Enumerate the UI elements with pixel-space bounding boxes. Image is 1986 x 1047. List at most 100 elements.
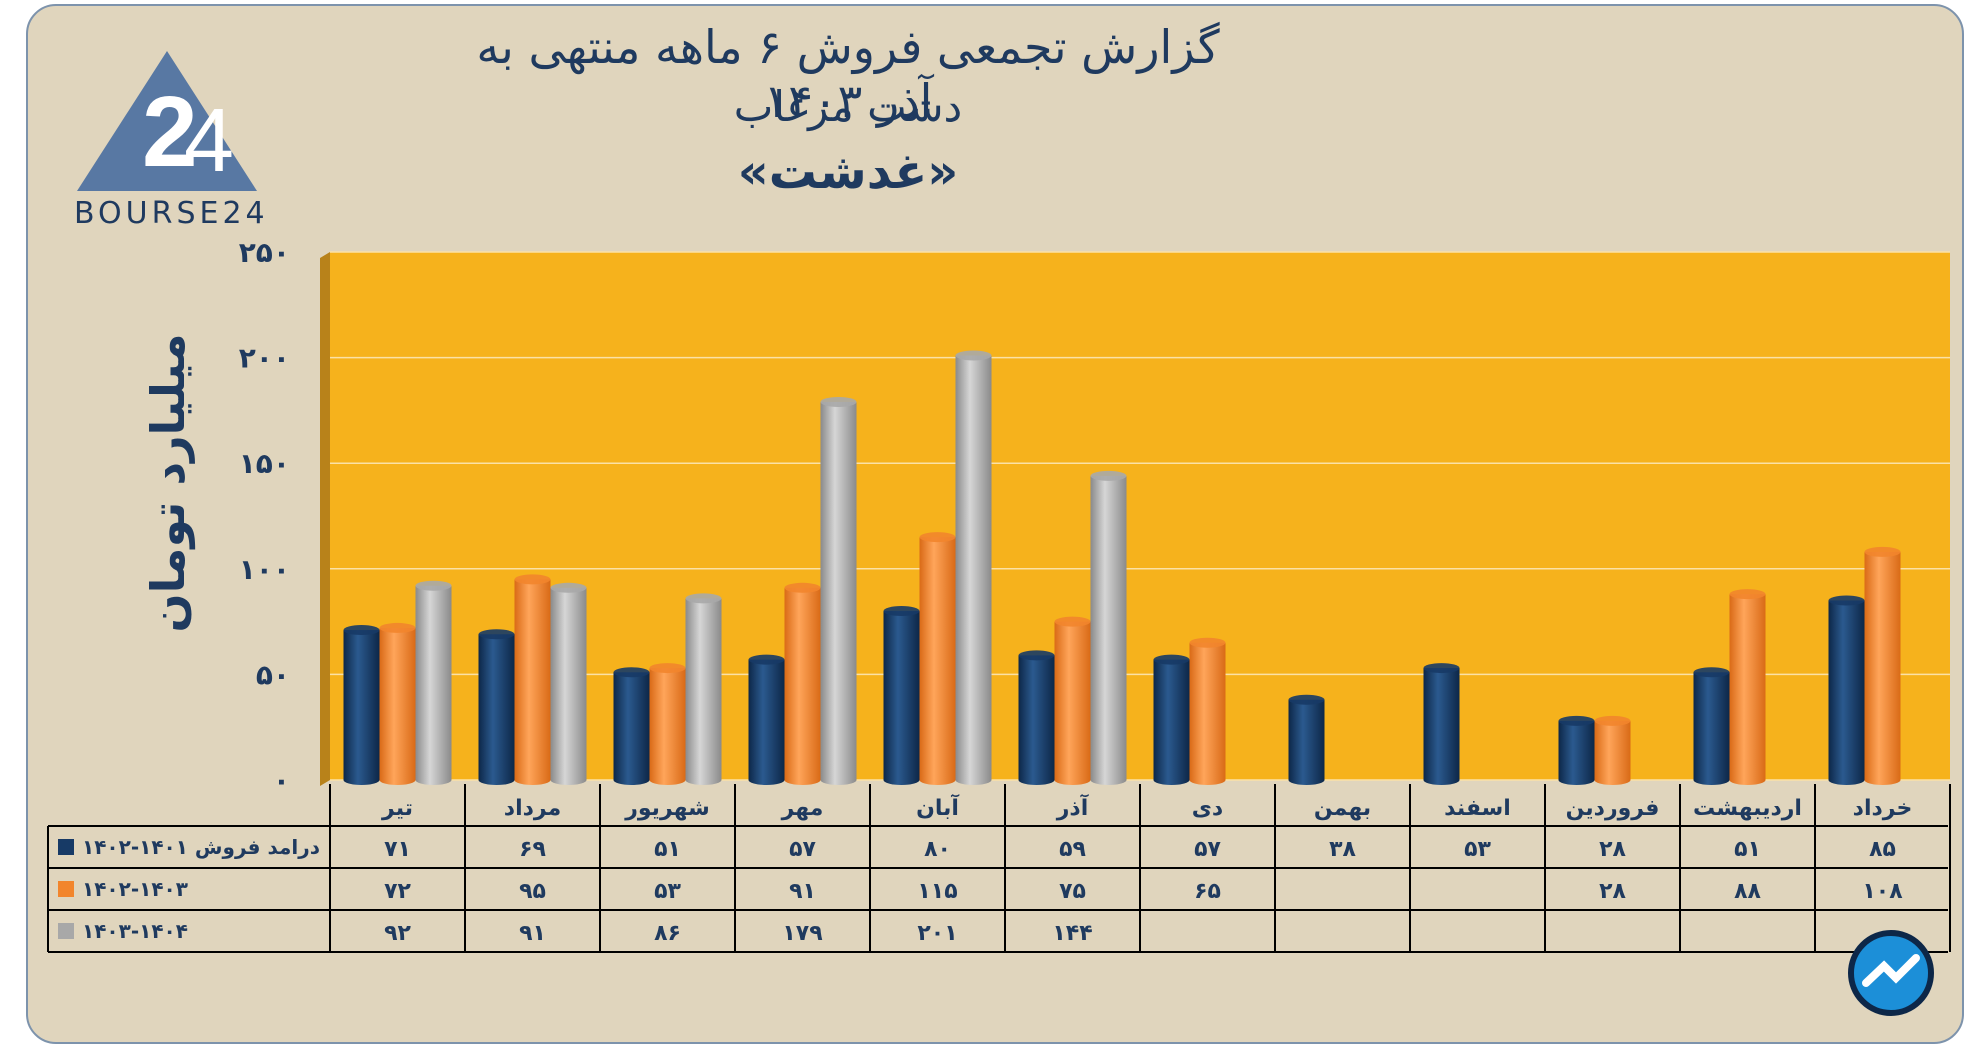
bar-top — [1864, 546, 1901, 557]
data-label: ۲۸ — [1599, 837, 1626, 862]
bar — [550, 582, 587, 785]
data-label: ۹۲ — [384, 921, 411, 946]
data-label: ۷۲ — [384, 879, 411, 904]
bar-body — [1828, 600, 1865, 780]
category-label: خرداد — [1853, 796, 1913, 821]
bar — [1189, 637, 1226, 785]
bar-base — [784, 775, 821, 785]
legend-swatch — [58, 881, 74, 897]
bar-top — [1594, 715, 1631, 726]
bar-top — [1288, 694, 1325, 705]
data-label: ۹۱ — [519, 921, 546, 946]
bar-base — [748, 775, 785, 785]
bar-top — [1693, 667, 1730, 678]
bar-top — [784, 582, 821, 593]
bar-top — [883, 606, 920, 617]
bar-base — [685, 775, 722, 785]
bar — [919, 532, 956, 785]
bar-top — [1018, 650, 1055, 661]
bar-top — [514, 574, 551, 585]
bar-base — [478, 775, 515, 785]
bar — [784, 582, 821, 785]
bar-base — [379, 775, 416, 785]
bar — [478, 629, 515, 785]
bar-body — [919, 537, 956, 780]
y-tick-label: ۲۵۰ — [239, 236, 290, 269]
bar-base — [1153, 775, 1190, 785]
bar-base — [1288, 775, 1325, 785]
bar — [1558, 715, 1595, 785]
bar — [649, 663, 686, 785]
company-symbol: «غدشت» — [737, 144, 959, 200]
legend-label: ۱۴۰۲-۱۴۰۳ — [82, 877, 188, 901]
bar-body — [343, 630, 380, 780]
bar — [820, 396, 857, 785]
bar-top — [415, 580, 452, 591]
data-label: ۵۳ — [1464, 837, 1491, 862]
plot-side-wall — [320, 252, 330, 786]
bar-body — [1189, 642, 1226, 780]
bar-body — [1288, 699, 1325, 780]
category-label: فروردین — [1566, 796, 1660, 821]
bar-base — [883, 775, 920, 785]
bar-base — [1828, 775, 1865, 785]
bar-base — [1693, 775, 1730, 785]
chart-subtitle: دشت مرغاب — [733, 82, 963, 131]
bar-body — [550, 587, 587, 780]
plot-area — [330, 252, 1950, 780]
bar-body — [1729, 594, 1766, 780]
data-label: ۲۰۱ — [917, 921, 957, 946]
data-label: ۵۳ — [654, 879, 681, 904]
bar — [685, 593, 722, 785]
bar-base — [1594, 775, 1631, 785]
category-label: شهریور — [624, 796, 710, 821]
category-label: آبان — [916, 793, 959, 821]
data-label: ۱۴۴ — [1052, 921, 1092, 946]
bar — [514, 574, 551, 785]
bar-body — [1558, 720, 1595, 780]
bar-top — [478, 629, 515, 640]
bar — [1090, 470, 1127, 785]
bar-top — [1054, 616, 1091, 627]
bar-base — [1864, 775, 1901, 785]
bar-top — [1189, 637, 1226, 648]
bar-base — [919, 775, 956, 785]
bar-top — [613, 667, 650, 678]
bar — [1153, 654, 1190, 785]
bar-base — [1423, 775, 1460, 785]
category-label: اردیبهشت — [1693, 796, 1802, 821]
bar-base — [1090, 775, 1127, 785]
data-label: ۸۰ — [924, 837, 951, 862]
category-label: مرداد — [504, 796, 561, 821]
bar-top — [1828, 595, 1865, 606]
bar — [1729, 589, 1766, 785]
category-label: تیر — [381, 796, 413, 821]
bar — [415, 580, 452, 785]
bar-base — [1018, 775, 1055, 785]
category-label: دی — [1192, 796, 1223, 821]
data-label: ۱۰۸ — [1862, 879, 1903, 904]
bar-base — [550, 775, 587, 785]
bar-body — [820, 401, 857, 780]
bar-top — [685, 593, 722, 604]
bar-body — [415, 585, 452, 780]
bar — [883, 606, 920, 785]
data-label: ۷۱ — [384, 837, 411, 862]
bar-base — [1189, 775, 1226, 785]
y-tick-label: ۲۰۰ — [239, 342, 290, 375]
bar-body — [1693, 672, 1730, 780]
bar — [1423, 663, 1460, 785]
bar — [1693, 667, 1730, 785]
bar-top — [748, 654, 785, 665]
bar-body — [784, 587, 821, 780]
svg-text:4: 4 — [184, 91, 234, 191]
bar — [955, 350, 992, 785]
bar-top — [1729, 589, 1766, 600]
bar — [1594, 715, 1631, 785]
chart-trend-icon — [1848, 930, 1934, 1016]
bar-base — [955, 775, 992, 785]
bar-top — [1558, 715, 1595, 726]
bar-body — [883, 611, 920, 780]
legend-label: درامد فروش ۱۴۰۱-۱۴۰۲ — [82, 835, 320, 859]
